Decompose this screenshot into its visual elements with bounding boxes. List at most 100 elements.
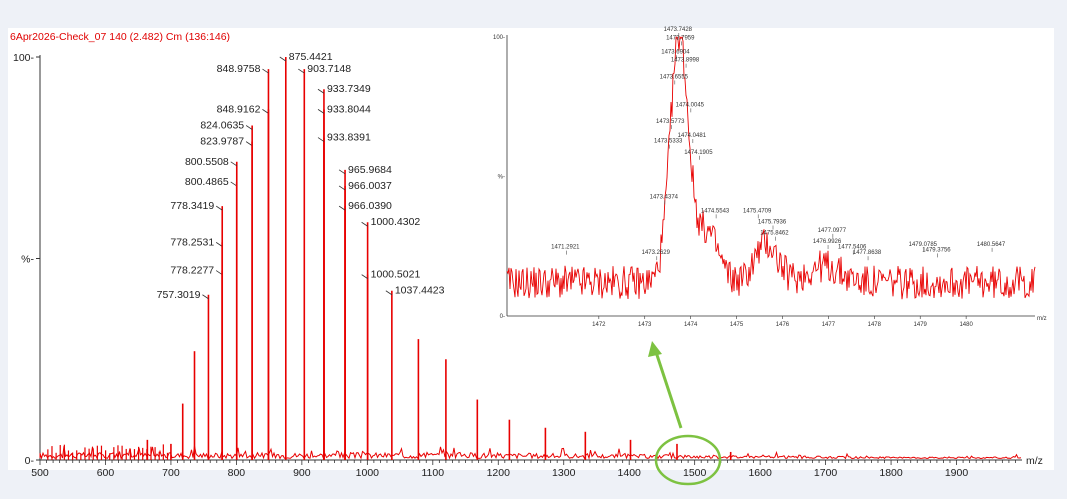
inset-x-tick-label: 1480 [959, 322, 973, 328]
callout-arrow-shaft [654, 351, 683, 429]
peak-label-leader [215, 242, 223, 247]
x-tick-label: 700 [162, 467, 180, 479]
peak-label: 966.0037 [348, 180, 392, 192]
spectrum-title: 6Apr2026-Check_07 140 (2.482) Cm (136:14… [10, 31, 230, 43]
inset-x-tick-label: 1476 [776, 322, 790, 328]
peak-label: 823.9787 [200, 136, 244, 148]
inset-peak-label: 1475.7936 [758, 220, 787, 226]
inset-peak-label: 1473.8998 [671, 58, 700, 64]
y-tick-label: %- [21, 254, 34, 266]
x-tick-label: 500 [31, 467, 49, 479]
peak-label-leader [385, 290, 393, 296]
inset-peak-label: 1473.4374 [650, 194, 679, 200]
inset-peak-label: 1473.5333 [654, 139, 683, 145]
inset-peak-label: 1479.0785 [909, 242, 938, 248]
inset-x-axis-label: m/z [1037, 316, 1047, 322]
x-tick-label: 1200 [487, 467, 511, 479]
peak-label: 875.4421 [289, 51, 333, 63]
inset-x-tick-label: 1478 [868, 322, 882, 328]
inset-peak-label: 1476.9926 [813, 239, 842, 245]
callout-arrow-head [648, 341, 662, 357]
peak-label: 1037.4423 [395, 285, 445, 297]
inset-peak-label: 1473.6555 [660, 74, 689, 80]
peak-label-leader [262, 109, 269, 114]
peak-label: 757.3019 [157, 289, 201, 301]
peak-label: 778.2277 [170, 265, 214, 277]
peak-label: 824.0635 [200, 120, 244, 132]
x-tick-label: 800 [228, 467, 246, 479]
peak-label-leader [338, 169, 346, 175]
x-tick-label: 900 [293, 467, 311, 479]
peak-label-leader [262, 68, 269, 74]
inset-peak-label: 1477.5406 [838, 245, 867, 251]
peak-label-leader [245, 125, 253, 130]
inset-peak-label: 1473.7959 [666, 35, 695, 41]
baseline-noise [39, 445, 1022, 461]
inset-peak-label: 1475.4709 [743, 208, 772, 214]
inset-peak-label: 1473.6904 [661, 49, 690, 55]
x-tick-label: 1600 [748, 467, 772, 479]
inset-zoom-spectrum: 0- %- 100- 1472 1473 1474 1475 1476 1477 1478 1479… [493, 27, 1047, 328]
inset-y-tick-label: 100- [493, 35, 505, 41]
inset-x-tick-label: 1475 [730, 322, 744, 328]
inset-peak-label: 1473.2629 [642, 250, 671, 256]
peak-label-leader [230, 181, 237, 187]
peak-label-leader [338, 205, 346, 211]
peak-label-leader [202, 294, 209, 300]
inset-peak-label: 1473.5773 [656, 119, 685, 125]
inset-peak-label: 1475.8462 [760, 231, 789, 237]
peak-label-leader [245, 141, 253, 146]
peak-label: 965.9684 [348, 164, 392, 176]
peak-label-leader [338, 185, 346, 191]
x-tick-label: 1800 [879, 467, 903, 479]
inset-peak-label: 1480.5647 [977, 242, 1006, 248]
peak-label: 966.0390 [348, 200, 392, 212]
inset-peak-label: 1474.1905 [684, 150, 713, 156]
peak-label: 933.7349 [327, 83, 371, 95]
inset-background [484, 28, 1054, 338]
peak-label: 778.3419 [170, 200, 214, 212]
peak-label-leader [279, 56, 287, 62]
inset-peak-label: 1474.0045 [676, 102, 705, 108]
inset-peak-label: 1474.0481 [678, 133, 707, 139]
peak-label-leader [215, 205, 223, 211]
inset-peak-label: 1477.0977 [818, 228, 847, 234]
x-tick-label: 1000 [356, 467, 380, 479]
highlight-circle [654, 434, 722, 486]
x-tick-label: 1400 [618, 467, 642, 479]
inset-x-tick-label: 1479 [914, 322, 928, 328]
inset-x-tick-label: 1477 [822, 322, 836, 328]
x-axis-label: m/z [1026, 455, 1043, 467]
peak-label-leader [361, 274, 368, 279]
inset-x-tick-label: 1473 [638, 322, 652, 328]
x-tick-label: 1100 [422, 467, 445, 479]
inset-peak-label: 1479.3756 [922, 247, 951, 253]
y-tick-label: 0- [25, 455, 35, 467]
peak-label: 800.4865 [185, 176, 229, 188]
peak-label: 848.9162 [217, 103, 261, 115]
inset-y-tick-label: %- [498, 175, 505, 181]
inset-peak-label: 1471.2921 [551, 245, 580, 251]
inset-x-tick-label: 1474 [684, 322, 698, 328]
peak-label-leader [317, 137, 325, 142]
x-tick-label: 1500 [683, 467, 707, 479]
x-tick-label: 1300 [552, 467, 576, 479]
zoom-annotation [648, 341, 722, 486]
x-tick-label: 1900 [945, 467, 969, 479]
peak-label: 800.5508 [185, 156, 229, 168]
peak-label: 933.8391 [327, 132, 371, 144]
peak-label-leader [215, 270, 223, 275]
inset-peak-label: 1474.5543 [701, 208, 730, 214]
peak-label-leader [230, 161, 237, 167]
peak-label: 778.2531 [170, 236, 214, 248]
peak-label-leader [317, 109, 325, 114]
y-tick-label: 100- [13, 52, 35, 64]
inset-y-tick-label: 0- [500, 314, 505, 320]
peak-label: 1000.4302 [371, 216, 421, 228]
inset-spectrum-trace [506, 35, 1036, 300]
peak-label-leader [361, 221, 368, 227]
inset-peak-label: 1477.8638 [853, 250, 882, 256]
x-tick-label: 1700 [814, 467, 838, 479]
inset-peak-label: 1473.7428 [664, 27, 693, 33]
